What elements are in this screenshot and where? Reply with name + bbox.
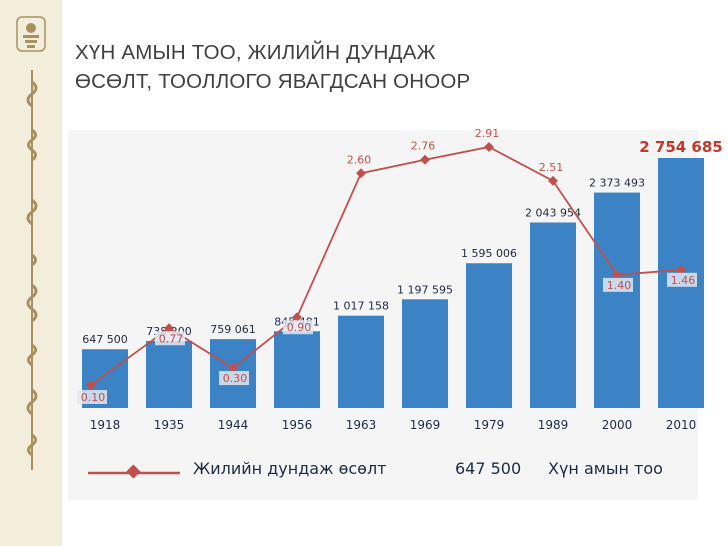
bar-value-label-1979: 1 595 006: [461, 247, 517, 260]
bar-1935: [146, 341, 192, 408]
growth-label-box-2000: [603, 277, 633, 292]
growth-point-1969: [420, 154, 430, 165]
growth-point-1963: [356, 168, 366, 179]
growth-value-label-1935: 0.77: [159, 332, 184, 345]
growth-value-label-1963: 2.60: [347, 153, 372, 166]
bar-value-label-2000: 2 373 493: [589, 177, 645, 190]
growth-point-2000: [612, 269, 622, 280]
bar-value-label-1918: 647 500: [82, 333, 128, 346]
growth-point-1944: [228, 363, 238, 374]
bar-value-label-1989: 2 043 954: [525, 207, 581, 220]
bar-value-label-1944: 759 061: [210, 323, 256, 336]
growth-value-label-1979: 2.91: [475, 127, 500, 140]
title-line-1: ХҮН АМЫН ТОО, ЖИЛИЙН ДУНДАЖ: [75, 41, 436, 64]
x-tick-label-1969: 1969: [410, 418, 441, 432]
x-tick-label-1989: 1989: [538, 418, 569, 432]
title-line-2: ӨСӨЛТ, ТООЛЛОГО ЯВАГДСАН ОНООР: [75, 70, 471, 93]
bar-1963: [338, 315, 384, 408]
legend-line-swatch: [88, 464, 180, 479]
growth-value-label-1944: 0.30: [223, 372, 248, 385]
legend-bar-label: Хүн амын тоо: [548, 459, 663, 478]
growth-label-box-1944: [219, 371, 249, 386]
x-tick-label-2000: 2000: [602, 418, 633, 432]
legend-line-label: Жилийн дундаж өсөлт: [193, 459, 387, 478]
growth-value-label-2010: 1.46: [671, 274, 696, 287]
chart-background: [68, 130, 698, 500]
growth-value-label-1956: 0.90: [287, 321, 312, 334]
x-tick-label-1963: 1963: [346, 418, 377, 432]
bar-value-label-2010: 2 754 685: [639, 138, 723, 156]
page-title: ХҮН АМЫН ТОО, ЖИЛИЙН ДУНДАЖ ӨСӨЛТ, ТООЛЛ…: [75, 38, 595, 96]
bar-1979: [466, 263, 512, 408]
growth-point-1989: [548, 175, 558, 186]
x-tick-label-1935: 1935: [154, 418, 185, 432]
x-tick-label-1944: 1944: [218, 418, 249, 432]
vertical-mongolian-script: [26, 70, 38, 470]
growth-value-label-2000: 1.40: [607, 279, 632, 292]
growth-point-1956: [292, 312, 302, 323]
bar-1989: [530, 222, 576, 408]
growth-point-1979: [484, 142, 494, 152]
legend-bar-sample-value: 647 500: [455, 459, 522, 478]
x-tick-label-2010: 2010: [666, 418, 697, 432]
x-tick-label-1956: 1956: [282, 418, 313, 432]
side-ornament-strip: [0, 0, 62, 546]
state-emblem-icon: [16, 16, 46, 52]
growth-point-1935: [164, 323, 174, 334]
bar-1956: [274, 331, 320, 408]
growth-label-box-1918: [77, 390, 107, 404]
growth-label-box-1956: [283, 320, 313, 335]
x-tick-label-1918: 1918: [90, 418, 121, 432]
growth-value-label-1969: 2.76: [411, 140, 436, 153]
bar-2000: [594, 192, 640, 408]
growth-label-box-1935: [155, 331, 185, 346]
growth-point-2010: [676, 264, 686, 275]
growth-line: [90, 146, 682, 386]
growth-label-box-2010: [667, 272, 697, 287]
growth-value-label-1989: 2.51: [539, 161, 564, 174]
bar-1969: [402, 299, 448, 408]
bar-value-label-1963: 1 017 158: [333, 300, 389, 313]
bar-value-label-1969: 1 197 595: [397, 283, 453, 296]
growth-value-label-1918: 0.10: [81, 391, 106, 404]
x-tick-label-1979: 1979: [474, 418, 505, 432]
